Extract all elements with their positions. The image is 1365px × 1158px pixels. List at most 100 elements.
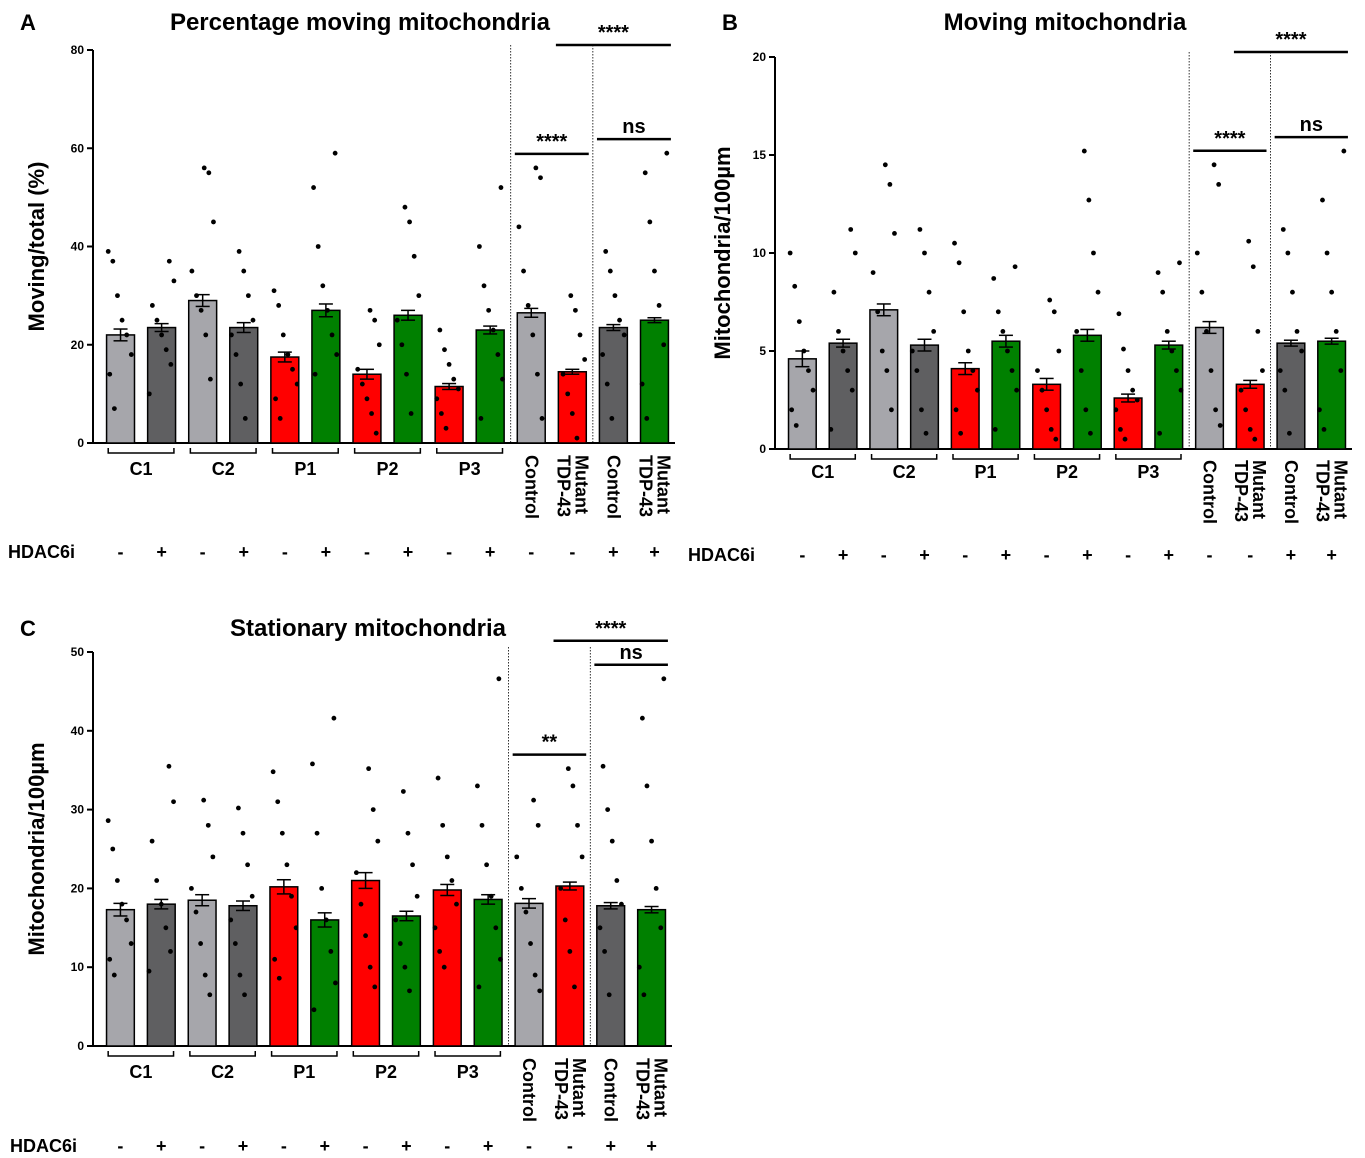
bar — [432, 889, 462, 1047]
hdac-sign: - — [363, 1136, 369, 1156]
group-bracket — [1115, 454, 1182, 460]
data-point — [315, 244, 321, 249]
data-point — [245, 293, 251, 299]
x-tick-label: Control — [519, 1058, 539, 1122]
y-tick-label: 10 — [753, 246, 767, 260]
hdac-label: HDAC6i — [8, 542, 75, 562]
data-point — [661, 676, 667, 682]
data-point — [202, 972, 208, 978]
group-bracket — [952, 454, 1019, 460]
data-point — [652, 268, 657, 274]
data-point — [1078, 368, 1084, 373]
y-tick-label: 0 — [759, 442, 766, 456]
data-point — [573, 307, 578, 313]
data-point — [479, 822, 485, 828]
data-point — [975, 387, 980, 393]
hdac-sign: + — [919, 545, 930, 565]
data-point — [271, 288, 277, 294]
data-point — [789, 407, 795, 413]
data-point — [198, 307, 204, 313]
data-point — [1211, 162, 1217, 168]
panel-label: A — [20, 10, 36, 35]
data-point — [535, 371, 540, 377]
data-point — [367, 307, 373, 313]
group-bracket — [107, 448, 175, 454]
data-point — [369, 411, 374, 416]
data-point — [411, 253, 417, 259]
hdac-sign: + — [1164, 545, 1175, 565]
bar — [557, 371, 588, 444]
data-point — [207, 376, 213, 382]
data-point — [926, 289, 932, 295]
data-point — [521, 268, 526, 274]
data-point — [995, 309, 1001, 315]
bar — [1194, 326, 1225, 450]
data-point — [1000, 329, 1006, 334]
data-point — [609, 416, 615, 421]
data-point — [280, 332, 286, 338]
data-point — [606, 992, 612, 998]
group-bracket — [434, 1051, 502, 1057]
data-point — [970, 368, 976, 373]
data-point — [532, 972, 538, 978]
data-point — [875, 309, 881, 315]
data-point — [437, 327, 443, 333]
data-point — [619, 901, 624, 907]
hdac-sign: + — [238, 542, 249, 562]
significance-label: **** — [536, 131, 567, 153]
data-point — [163, 925, 169, 931]
y-tick-label: 15 — [753, 148, 767, 162]
group-label: P2 — [1056, 462, 1078, 482]
hdac-sign: + — [1001, 545, 1012, 565]
hdac-sign: + — [321, 542, 332, 562]
bar — [473, 898, 503, 1047]
data-point — [1247, 427, 1253, 432]
bar — [229, 326, 259, 444]
data-point — [372, 317, 378, 323]
data-point — [562, 917, 568, 923]
significance-label: **** — [595, 618, 626, 640]
data-point — [848, 227, 854, 232]
panel-label: C — [20, 616, 36, 641]
data-point — [884, 368, 890, 373]
data-point — [358, 901, 364, 907]
data-point — [574, 435, 580, 441]
data-point — [166, 763, 172, 769]
hdac-sign: - — [1247, 545, 1253, 565]
data-point — [1088, 430, 1093, 436]
data-point — [914, 368, 920, 373]
data-point — [537, 988, 543, 994]
data-point — [273, 396, 278, 402]
data-point — [193, 909, 199, 915]
data-point — [1091, 250, 1096, 256]
data-point — [535, 822, 541, 828]
data-point — [238, 381, 244, 387]
significance-label: ns — [1300, 114, 1323, 136]
data-point — [105, 818, 111, 824]
data-point — [609, 838, 615, 844]
data-point — [882, 162, 888, 168]
data-point — [836, 329, 841, 334]
data-point — [597, 925, 603, 931]
data-point — [149, 838, 155, 844]
data-point — [171, 278, 177, 284]
bar — [105, 334, 136, 444]
data-point — [1169, 348, 1175, 354]
data-point — [523, 909, 529, 915]
hdac-sign: + — [646, 1136, 657, 1156]
data-point — [1051, 309, 1057, 315]
data-point — [210, 854, 216, 860]
data-point — [115, 293, 120, 299]
data-point — [198, 941, 204, 946]
data-point — [478, 416, 484, 421]
data-point — [146, 391, 152, 397]
data-point — [1280, 227, 1286, 232]
y-tick-label: 5 — [759, 344, 766, 358]
data-point — [1199, 289, 1205, 295]
data-point — [493, 925, 499, 931]
data-point — [530, 332, 536, 338]
x-tick-label: TDP-43 — [553, 455, 573, 517]
data-point — [604, 381, 610, 387]
x-tick-label: Mutant — [651, 1058, 671, 1117]
data-point — [310, 761, 315, 767]
